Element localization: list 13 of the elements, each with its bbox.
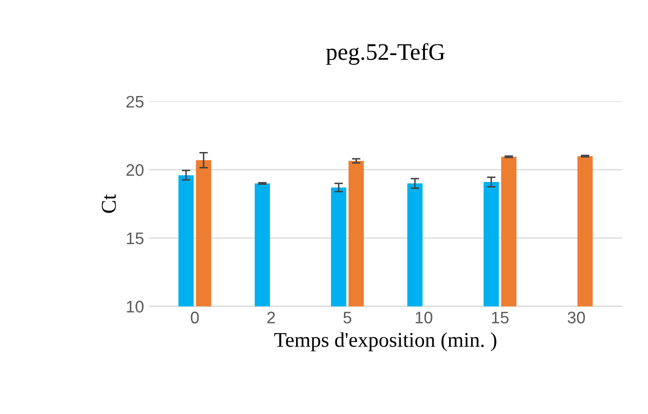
y-tick-label: 15 — [126, 232, 144, 244]
x-tick-label: 30 — [568, 312, 585, 324]
x-tick-label: 10 — [416, 312, 432, 324]
x-tick-label: 2 — [267, 312, 275, 324]
chart-title: peg.52-TefG — [326, 43, 445, 65]
y-tick-label: 10 — [126, 300, 144, 313]
y-tick-label: 20 — [126, 164, 144, 176]
x-axis-title: Temps d'exposition (min. ) — [274, 332, 496, 352]
y-tick-label: 25 — [126, 96, 144, 108]
x-tick-label: 0 — [190, 312, 199, 324]
x-tick-label: 5 — [343, 312, 352, 324]
y-axis-title: Ct — [102, 194, 116, 213]
x-tick-label: 15 — [492, 312, 509, 324]
